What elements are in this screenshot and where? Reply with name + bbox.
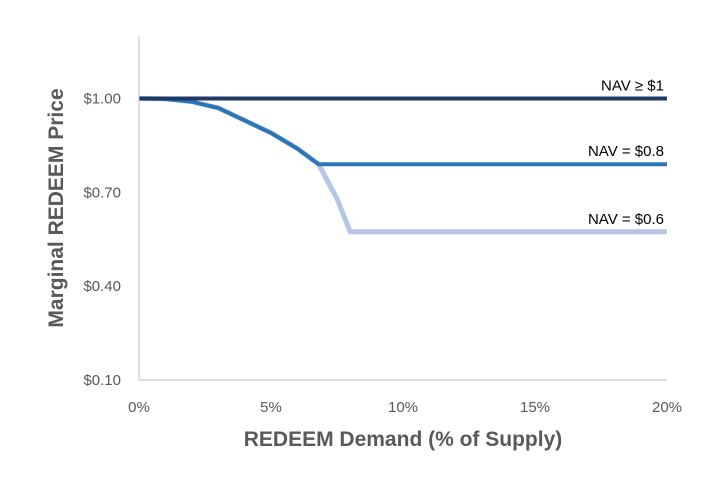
y-tick-label: $0.10 (83, 372, 121, 389)
plot-lines (138, 96, 667, 235)
y-tick-label: $0.40 (83, 278, 121, 295)
y-axis-title: Marginal REDEEM Price (45, 88, 68, 327)
y-tick-label: $0.70 (83, 184, 121, 201)
x-tick-label: 0% (128, 399, 150, 416)
x-tick-label: 5% (260, 399, 282, 416)
series-label: NAV ≥ $1 (601, 78, 664, 95)
x-tick-label: 10% (388, 399, 418, 416)
x-tick-label: 15% (520, 399, 550, 416)
y-axis-ticks: $0.10 $0.40 $0.70 $1.00 (83, 91, 121, 389)
series-labels: NAV ≥ $1 NAV = $0.8 NAV = $0.6 (588, 78, 664, 228)
x-axis-title: REDEEM Demand (% of Supply) (244, 428, 563, 451)
y-tick-label: $1.00 (83, 91, 121, 108)
x-axis-ticks: 0% 5% 10% 15% 20% (128, 399, 682, 416)
x-tick-label: 20% (652, 399, 682, 416)
series-label: NAV = $0.6 (588, 211, 664, 228)
series-label: NAV = $0.8 (588, 143, 664, 160)
